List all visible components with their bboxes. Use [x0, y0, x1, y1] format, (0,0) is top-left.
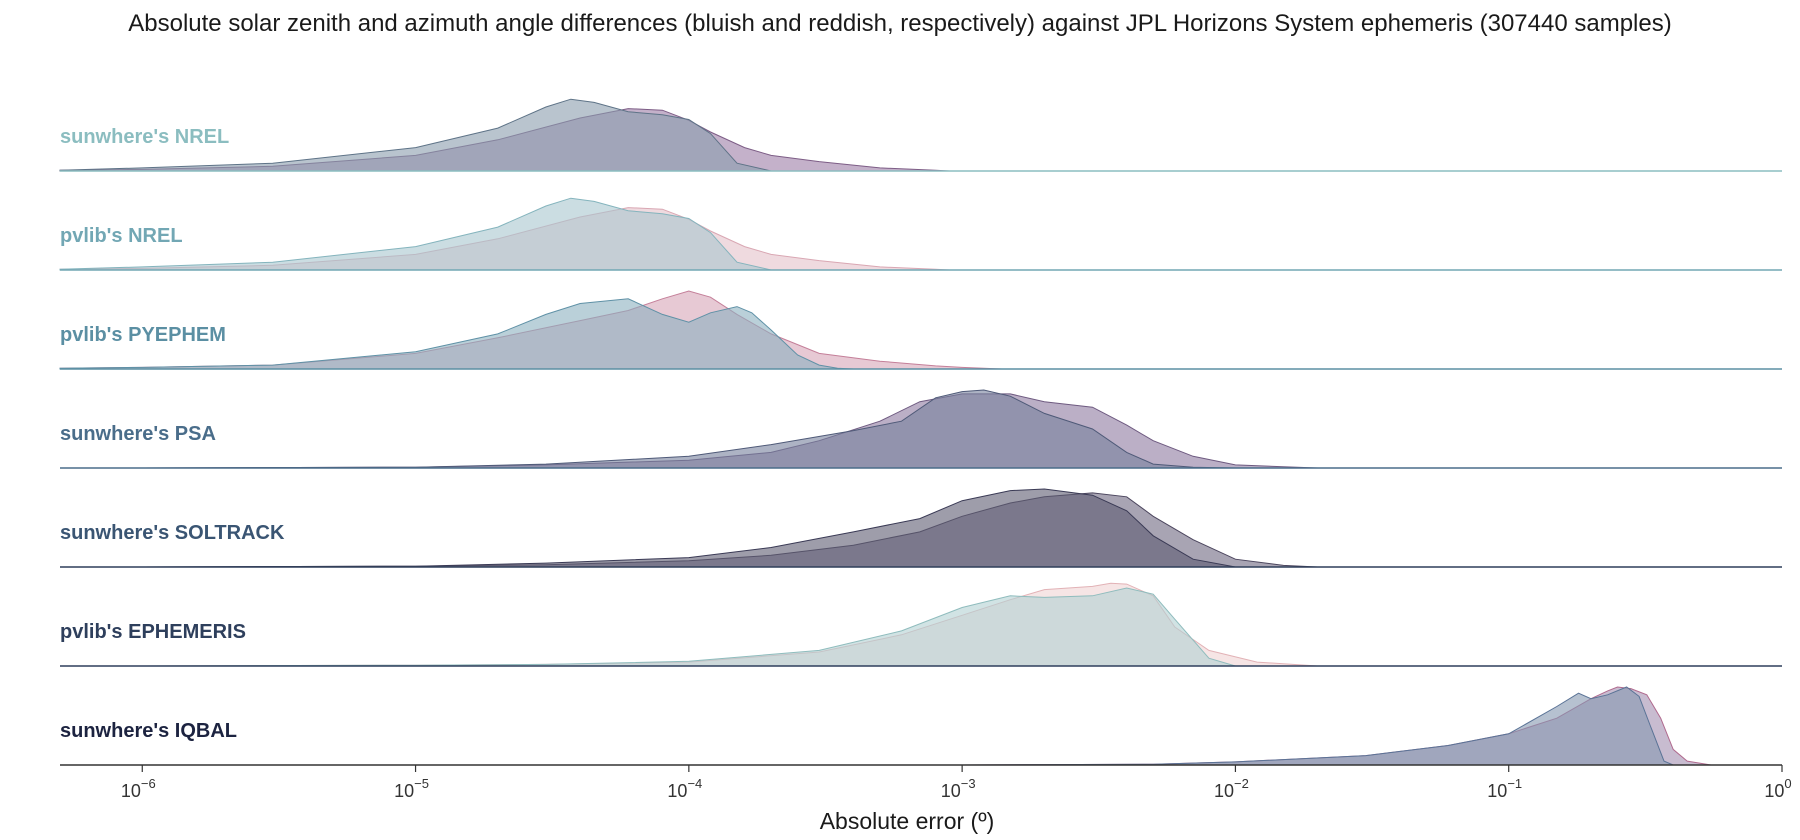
ridge-row: sunwhere's SOLTRACK	[60, 488, 1782, 568]
ridge-row: sunwhere's IQBAL	[60, 686, 1782, 766]
x-tick-label: 10−4	[667, 776, 702, 801]
zenith-density	[962, 686, 1674, 766]
zenith-density	[59, 197, 772, 271]
x-tick-label: 10−1	[1487, 776, 1522, 801]
zenith-density	[59, 98, 772, 172]
zenith-density	[59, 298, 854, 370]
x-tick-label: 10−3	[941, 776, 976, 801]
ridge-row: pvlib's NREL	[59, 197, 1782, 271]
ridge-label: sunwhere's SOLTRACK	[60, 522, 285, 544]
ridge-label: sunwhere's PSA	[60, 423, 216, 445]
ridge-label: sunwhere's NREL	[60, 126, 229, 148]
x-tick-label: 10−6	[121, 776, 156, 801]
ridge-label: sunwhere's IQBAL	[60, 720, 237, 742]
x-axis: 10−6 10−5 10−4 10−3 10−2 10−1 100	[121, 765, 1792, 801]
ridge-label: pvlib's EPHEMERIS	[60, 621, 246, 643]
ridge-row: pvlib's EPHEMERIS	[60, 582, 1782, 667]
x-tick-label: 10−5	[394, 776, 429, 801]
x-axis-label: Absolute error (º)	[820, 808, 995, 834]
ridge-label: pvlib's PYEPHEM	[60, 324, 226, 346]
zenith-density	[142, 389, 1236, 469]
zenith-density	[142, 587, 1236, 667]
ridge-row: sunwhere's PSA	[60, 389, 1782, 469]
ridge-row: pvlib's PYEPHEM	[59, 290, 1782, 370]
x-tick-label: 10−2	[1214, 776, 1249, 801]
x-tick-label: 100	[1764, 776, 1791, 801]
zenith-density	[142, 488, 1236, 568]
ridge-row: sunwhere's NREL	[59, 98, 1782, 172]
ridge-label: pvlib's NREL	[60, 225, 183, 247]
chart-title: Absolute solar zenith and azimuth angle …	[128, 10, 1672, 37]
